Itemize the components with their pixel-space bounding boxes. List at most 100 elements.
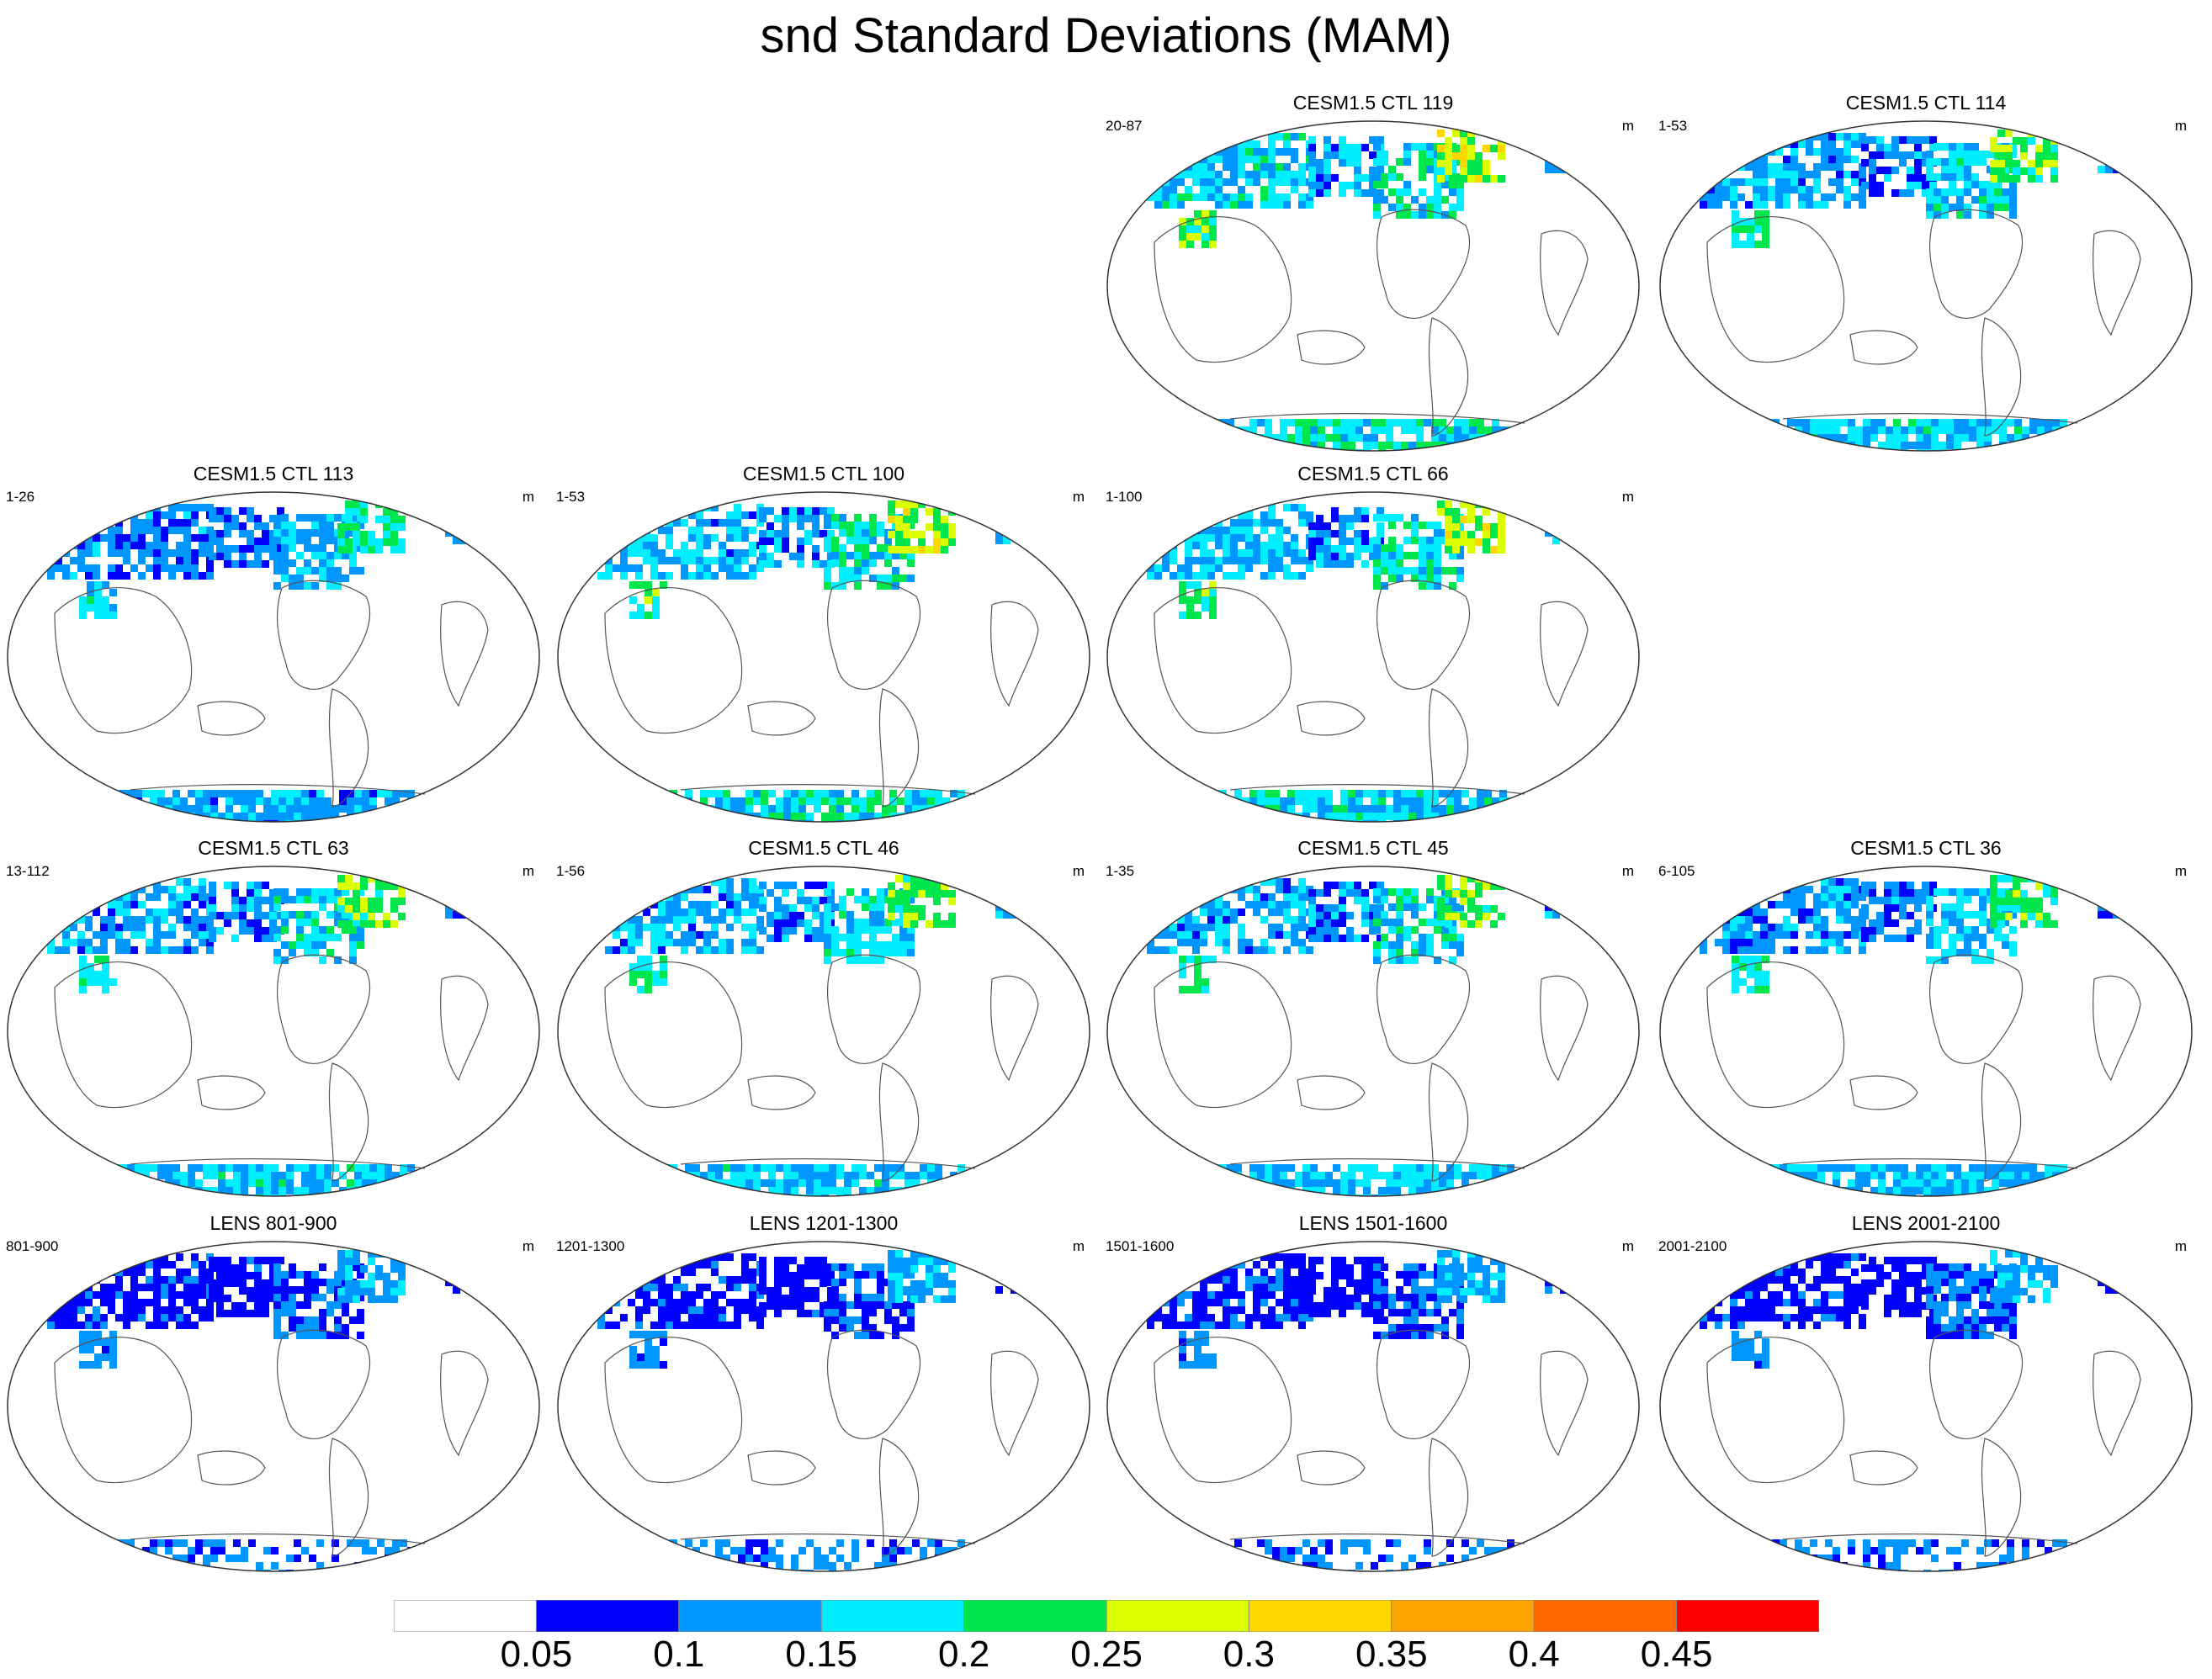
snow-cell	[1715, 893, 1722, 901]
snow-cell	[1238, 193, 1245, 201]
snow-cell	[2135, 903, 2143, 911]
snow-cell	[696, 901, 703, 908]
snow-cell	[286, 1179, 294, 1187]
snow-cell	[1798, 140, 1806, 148]
snow-cell	[1434, 211, 1441, 219]
snow-cell	[296, 926, 304, 934]
snow-cell	[216, 553, 224, 560]
snow-cell	[1460, 501, 1467, 508]
snow-cell	[1449, 941, 1456, 949]
snow-cell	[1355, 1164, 1363, 1172]
snow-cell	[102, 596, 109, 604]
snow-cell	[112, 813, 119, 820]
snow-cell	[1961, 426, 1969, 434]
snow-cell	[1260, 186, 1268, 193]
snow-cell	[360, 538, 368, 546]
snow-cell	[407, 805, 415, 813]
snow-cell	[1179, 612, 1186, 619]
snow-cell	[869, 529, 877, 537]
snow-cell	[1381, 911, 1388, 919]
snow-cell	[304, 582, 311, 590]
snow-cell	[1276, 542, 1283, 549]
snow-cell	[1984, 434, 1992, 442]
snow-cell	[62, 939, 70, 946]
snow-cell	[1361, 507, 1369, 515]
snow-cell	[1454, 820, 1461, 822]
snow-cell	[1851, 924, 1859, 931]
snow-cell	[161, 557, 168, 564]
snow-cell	[1283, 542, 1291, 549]
snow-cell	[203, 1172, 210, 1179]
snow-cell	[1452, 516, 1460, 523]
snow-cell	[877, 522, 884, 529]
snow-cell	[168, 901, 176, 908]
snow-cell	[666, 557, 673, 564]
snow-cell	[719, 886, 726, 893]
coastline	[1154, 216, 1292, 363]
snow-cell	[918, 538, 926, 546]
snow-cell	[168, 511, 176, 519]
snow-cell	[115, 901, 123, 908]
snow-cell	[1355, 805, 1363, 813]
snow-cell	[1363, 1187, 1371, 1194]
snow-cell	[100, 931, 108, 939]
snow-cell	[877, 926, 884, 934]
snow-cell	[1249, 434, 1257, 442]
snow-cell	[1147, 163, 1154, 171]
snow-cell	[62, 564, 70, 572]
snow-cell	[1456, 204, 1464, 211]
snow-cell	[475, 911, 483, 919]
snow-cell	[1201, 956, 1209, 963]
snow-cell	[1886, 442, 1893, 449]
snow-cell	[910, 875, 918, 882]
snow-cell	[1469, 442, 1477, 449]
snow-cell	[1475, 905, 1483, 913]
snow-cell	[1445, 913, 1452, 920]
snow-cell	[1969, 1172, 1976, 1179]
snow-cell	[1483, 175, 1490, 183]
snow-cell	[1340, 442, 1348, 449]
snow-cell	[1969, 434, 1976, 442]
snow-cell	[1821, 946, 1828, 954]
snow-cell	[1280, 1194, 1287, 1196]
snow-cell	[1490, 531, 1498, 538]
snow-cell	[1260, 201, 1268, 209]
coastline	[276, 954, 371, 1064]
snow-cell	[1230, 572, 1238, 580]
snow-cell	[897, 1194, 904, 1196]
snow-cell	[708, 790, 715, 797]
snow-cell	[738, 820, 745, 822]
snow-cell	[1424, 1194, 1431, 1196]
snow-cell	[123, 557, 130, 564]
snow-cell	[1790, 178, 1798, 186]
snow-cell	[1373, 211, 1381, 219]
snow-cell	[1851, 171, 1859, 178]
snow-cell	[231, 935, 239, 942]
snow-cell	[812, 897, 820, 904]
snow-cell	[1194, 581, 1201, 589]
snow-cell	[1283, 564, 1291, 572]
snow-cell	[1552, 514, 1560, 522]
snow-cell	[1997, 167, 2005, 175]
snow-cell	[398, 523, 406, 531]
snow-cell	[2020, 913, 2028, 920]
snow-cell	[1170, 511, 1177, 519]
snow-cell	[2105, 143, 2113, 151]
snow-cell	[400, 805, 407, 813]
snow-cell	[1969, 426, 1976, 434]
snow-cell	[1147, 946, 1154, 954]
snow-cell	[334, 514, 342, 522]
snow-cell	[1393, 419, 1401, 426]
snow-cell	[1298, 171, 1306, 178]
snow-cell	[1984, 442, 1992, 449]
snow-cell	[1441, 181, 1449, 188]
snow-cell	[1454, 1172, 1461, 1179]
coastline	[747, 1075, 816, 1110]
snow-cell	[666, 908, 673, 916]
coastline	[440, 601, 489, 707]
snow-cell	[262, 935, 269, 942]
snow-cell	[1802, 1172, 1810, 1179]
snow-cell	[1941, 211, 1949, 219]
snow-cell	[1802, 1179, 1810, 1187]
snow-cell	[1154, 886, 1162, 893]
